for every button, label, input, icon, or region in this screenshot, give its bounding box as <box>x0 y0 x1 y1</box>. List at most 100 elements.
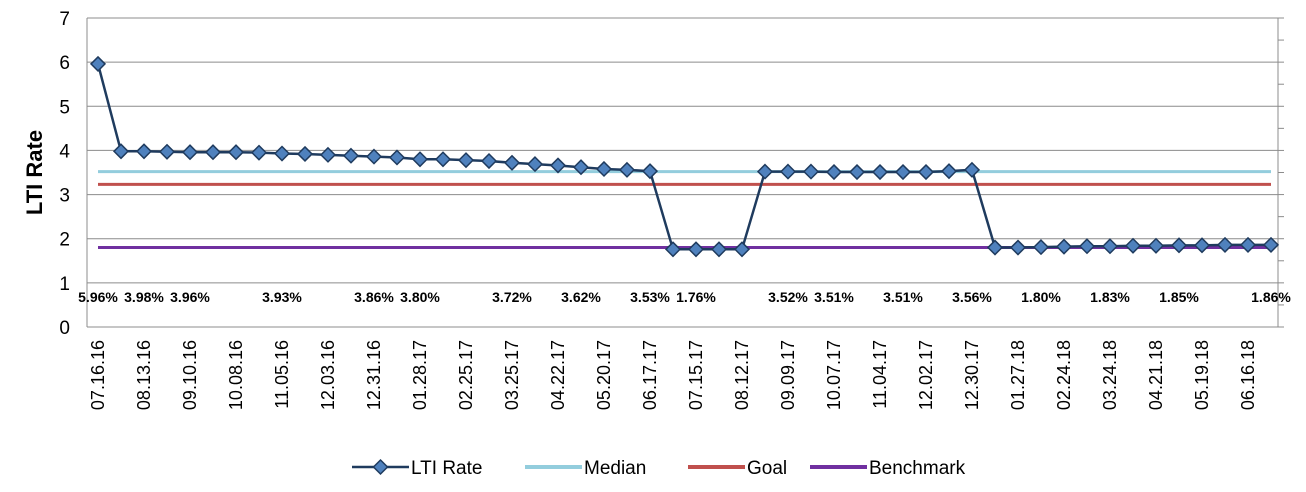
x-tick-label: 03.25.17 <box>502 340 522 410</box>
data-point-marker <box>457 152 475 169</box>
data-label: 3.93% <box>262 289 302 305</box>
data-point-marker <box>618 161 636 178</box>
data-point-marker <box>227 144 245 161</box>
legend-marker-lti-rate <box>372 458 389 476</box>
x-tick-label: 12.31.16 <box>364 340 384 410</box>
data-label: 3.96% <box>170 289 210 305</box>
data-point-marker <box>1170 237 1188 254</box>
y-tick-label-3: 3 <box>59 186 70 207</box>
data-label: 3.51% <box>883 289 923 305</box>
y-tick-label-1: 1 <box>59 274 70 295</box>
data-point-marker <box>894 163 912 181</box>
data-label: 3.51% <box>814 289 854 305</box>
data-point-marker <box>687 241 705 258</box>
x-tick-label: 09.10.16 <box>180 340 200 410</box>
x-tick-label: 05.20.17 <box>594 340 614 410</box>
x-tick-label: 10.08.16 <box>226 340 246 410</box>
data-point-marker <box>871 163 889 181</box>
data-point-marker <box>963 161 981 178</box>
data-label: 1.83% <box>1090 289 1130 305</box>
legend-label-lti-rate: LTI Rate <box>411 458 482 479</box>
x-tick-label: 04.21.18 <box>1146 340 1166 410</box>
x-tick-label: 11.05.16 <box>272 340 292 409</box>
data-point-marker <box>641 163 659 180</box>
data-point-marker <box>1101 238 1119 255</box>
data-point-marker <box>802 163 820 180</box>
data-point-marker <box>1262 236 1280 253</box>
data-point-marker <box>1216 236 1234 253</box>
data-point-marker <box>480 152 498 170</box>
y-tick-label-7: 7 <box>59 9 70 30</box>
data-point-marker <box>756 163 774 180</box>
x-tick-label: 05.19.18 <box>1192 340 1212 410</box>
data-point-marker <box>1009 239 1027 256</box>
data-point-marker <box>595 160 613 178</box>
data-point-marker <box>296 145 314 163</box>
data-point-marker <box>825 163 843 181</box>
data-point-marker <box>549 157 567 174</box>
x-tick-label: 12.03.16 <box>318 340 338 410</box>
x-tick-label: 08.12.17 <box>732 340 752 410</box>
data-label: 1.85% <box>1159 289 1199 305</box>
data-point-marker <box>848 163 866 181</box>
x-tick-label: 02.25.17 <box>456 340 476 410</box>
x-tick-label: 06.16.18 <box>1238 340 1258 410</box>
data-point-marker <box>917 163 935 181</box>
x-tick-label: 08.13.16 <box>134 340 154 410</box>
x-tick-label: 11.04.17 <box>870 340 890 409</box>
y-tick-label-4: 4 <box>59 141 70 162</box>
data-point-marker <box>135 143 153 160</box>
x-tick-label: 12.30.17 <box>962 340 982 410</box>
data-point-marker <box>388 149 406 166</box>
data-point-marker <box>204 144 222 161</box>
x-tick-label: 07.15.17 <box>686 340 706 410</box>
x-tick-label: 01.27.18 <box>1008 340 1028 410</box>
legend-label-benchmark: Benchmark <box>869 458 966 479</box>
data-point-marker <box>273 145 291 162</box>
data-label: 3.80% <box>400 289 440 305</box>
data-label: 3.86% <box>354 289 394 305</box>
data-point-marker <box>342 147 360 164</box>
x-tick-label: 12.02.17 <box>916 340 936 410</box>
x-tick-label: 03.24.18 <box>1100 340 1120 410</box>
x-tick-label: 10.07.17 <box>824 340 844 410</box>
data-point-marker <box>1032 239 1050 256</box>
data-point-marker <box>664 241 682 258</box>
x-tick-label: 09.09.17 <box>778 340 798 410</box>
data-point-marker <box>1055 238 1073 255</box>
series-line-lti-rate <box>96 63 1271 251</box>
data-point-marker <box>733 241 751 258</box>
data-point-marker <box>411 151 429 168</box>
data-point-marker <box>1239 236 1257 253</box>
x-tick-label: 06.17.17 <box>640 340 660 410</box>
y-tick-label-5: 5 <box>59 97 70 118</box>
x-tick-label: 07.16.16 <box>88 340 108 410</box>
data-point-marker <box>779 163 797 180</box>
data-point-marker <box>89 55 107 72</box>
data-point-marker <box>526 156 544 173</box>
data-label: 3.52% <box>768 289 808 305</box>
data-label: 5.96% <box>78 289 118 305</box>
data-point-marker <box>572 159 590 176</box>
data-point-marker <box>181 144 199 161</box>
x-tick-label: 02.24.18 <box>1054 340 1074 410</box>
data-point-marker <box>112 143 130 160</box>
x-tick-label: 01.28.17 <box>410 340 430 410</box>
data-point-marker <box>1124 237 1142 254</box>
legend-label-median: Median <box>584 458 646 479</box>
legend-label-goal: Goal <box>747 458 787 479</box>
data-label: 3.98% <box>124 289 164 305</box>
data-point-marker <box>1193 237 1211 254</box>
data-point-marker <box>503 154 521 171</box>
x-tick-label: 04.22.17 <box>548 340 568 410</box>
data-label: 1.80% <box>1021 289 1061 305</box>
y-tick-label-0: 0 <box>59 318 70 339</box>
data-label: 1.86% <box>1251 289 1291 305</box>
data-point-marker <box>319 146 337 163</box>
data-point-marker <box>940 163 958 180</box>
data-label: 3.56% <box>952 289 992 305</box>
data-point-marker <box>1147 237 1165 254</box>
data-label: 3.72% <box>492 289 532 305</box>
